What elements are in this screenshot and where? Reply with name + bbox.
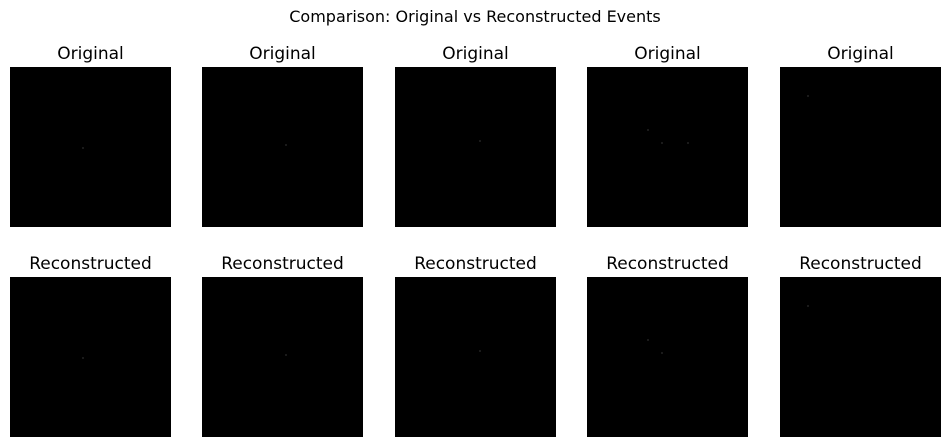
event-image	[202, 67, 363, 227]
event-pixel	[647, 129, 649, 131]
panel-title: Reconstructed	[29, 254, 152, 274]
event-image	[10, 277, 171, 437]
panel-title: Reconstructed	[606, 254, 729, 274]
event-image	[10, 67, 171, 227]
panel-title: Original	[634, 44, 701, 64]
event-image	[780, 277, 941, 437]
panel-title: Reconstructed	[414, 254, 537, 274]
event-pixel	[285, 354, 287, 356]
panel-title: Original	[442, 44, 509, 64]
event-image	[202, 277, 363, 437]
event-image	[587, 277, 748, 437]
panel-title: Original	[827, 44, 894, 64]
event-image	[395, 277, 556, 437]
event-pixel	[647, 339, 649, 341]
event-image	[780, 67, 941, 227]
event-pixel	[807, 95, 809, 97]
event-pixel	[82, 357, 84, 359]
panel-title: Original	[249, 44, 316, 64]
event-pixel	[807, 305, 809, 307]
event-pixel	[285, 144, 287, 146]
event-pixel	[661, 142, 663, 144]
event-pixel	[82, 147, 84, 149]
panel-title: Reconstructed	[221, 254, 344, 274]
event-image	[587, 67, 748, 227]
panel-title: Reconstructed	[799, 254, 922, 274]
panel-title: Original	[57, 44, 124, 64]
event-pixel	[479, 350, 481, 352]
event-pixel	[661, 352, 663, 354]
event-pixel	[479, 140, 481, 142]
event-pixel	[687, 142, 689, 144]
figure-suptitle: Comparison: Original vs Reconstructed Ev…	[289, 7, 661, 26]
event-image	[395, 67, 556, 227]
